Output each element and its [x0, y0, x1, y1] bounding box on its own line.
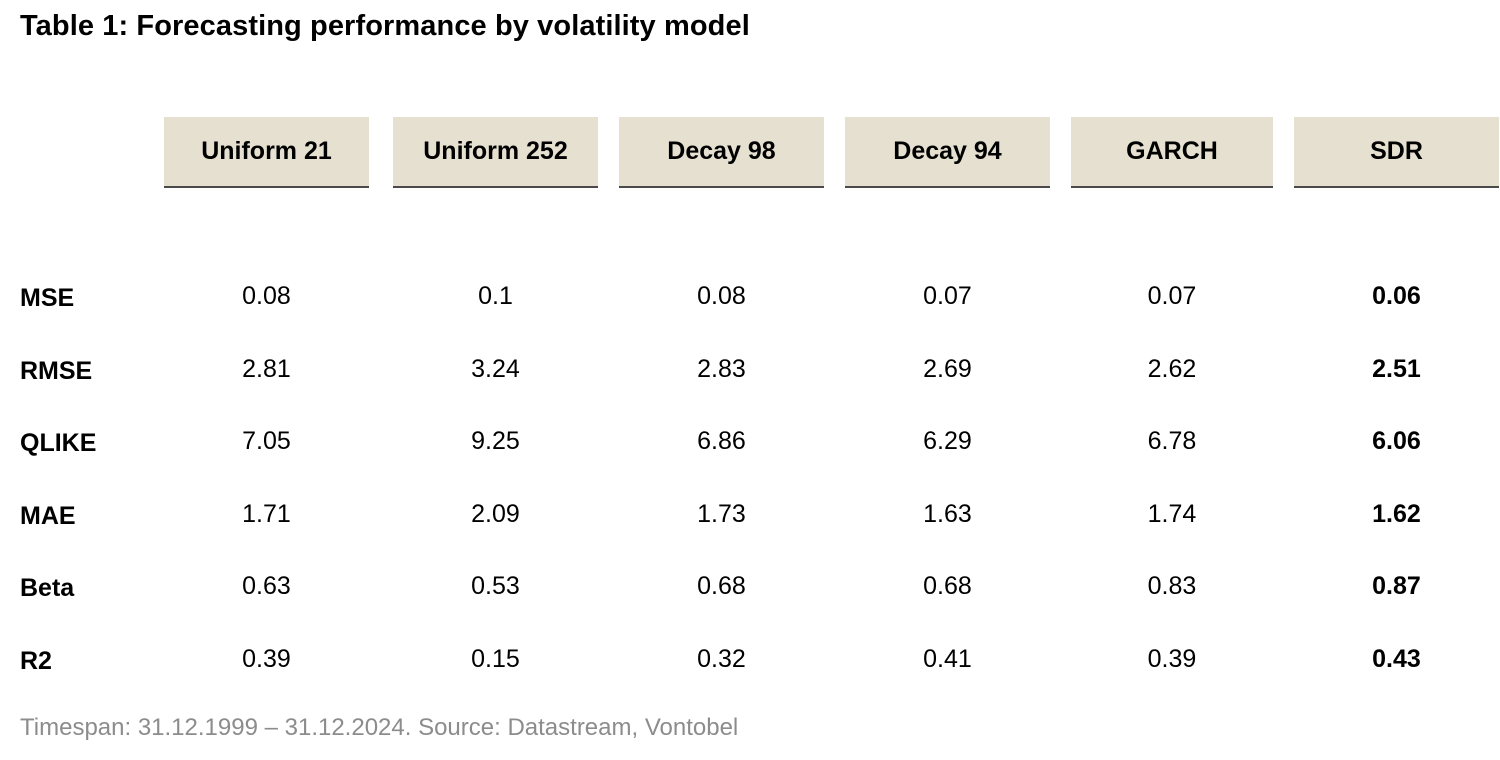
table-cell-beta-uniform-252: 0.53: [471, 572, 520, 600]
table-title: Table 1: Forecasting performance by vola…: [20, 10, 750, 42]
source-note: Timespan: 31.12.1999 – 31.12.2024. Sourc…: [20, 714, 739, 741]
column-header-sdr: SDR: [1294, 117, 1499, 188]
table-cell-r2-garch: 0.39: [1147, 644, 1197, 673]
table-cell-mae-decay-98: 1.73: [697, 499, 746, 528]
table-cell-qlike-decay-94: 6.29: [923, 427, 972, 455]
row-label-mae: MAE: [20, 501, 76, 530]
row-label-rmse: RMSE: [20, 356, 93, 385]
column-header-garch: GARCH: [1071, 117, 1273, 188]
table-cell-qlike-decay-98: 6.86: [697, 427, 746, 455]
table-cell-mae-sdr: 1.62: [1372, 499, 1421, 528]
table-cell-qlike-garch: 6.78: [1147, 427, 1197, 455]
table-cell-mse-sdr: 0.06: [1372, 282, 1421, 310]
table-cell-qlike-sdr: 6.06: [1372, 427, 1421, 455]
table-cell-qlike-uniform-21: 7.05: [242, 427, 291, 455]
table-cell-r2-uniform-21: 0.39: [242, 644, 291, 673]
table-cell-mse-decay-98: 0.08: [697, 282, 746, 310]
table-cell-rmse-sdr: 2.51: [1372, 354, 1421, 383]
row-label-r2: R2: [20, 646, 52, 675]
table-cell-mae-decay-94: 1.63: [923, 499, 972, 528]
table-cell-beta-decay-94: 0.68: [923, 572, 972, 600]
table-cell-mse-uniform-252: 0.1: [478, 282, 513, 310]
table-cell-beta-garch: 0.83: [1147, 572, 1197, 600]
table-cell-mae-uniform-21: 1.71: [242, 499, 291, 528]
table-cell-beta-uniform-21: 0.63: [242, 572, 291, 600]
table-cell-r2-uniform-252: 0.15: [471, 644, 520, 673]
table-cell-r2-decay-94: 0.41: [923, 644, 972, 673]
column-header-decay-94: Decay 94: [845, 117, 1050, 188]
table-cell-r2-decay-98: 0.32: [697, 644, 746, 673]
column-header-uniform-252: Uniform 252: [393, 117, 598, 188]
table-cell-rmse-uniform-21: 2.81: [242, 354, 291, 383]
table-cell-mse-decay-94: 0.07: [923, 282, 972, 310]
table-cell-beta-sdr: 0.87: [1372, 572, 1421, 600]
row-label-beta: Beta: [20, 574, 75, 602]
table-cell-rmse-uniform-252: 3.24: [471, 354, 520, 383]
table-cell-mae-uniform-252: 2.09: [471, 499, 520, 528]
table-cell-mae-garch: 1.74: [1147, 499, 1197, 528]
table-cell-mse-garch: 0.07: [1147, 282, 1197, 310]
table-cell-rmse-decay-98: 2.83: [697, 354, 746, 383]
row-label-mse: MSE: [20, 284, 75, 312]
table-cell-beta-decay-98: 0.68: [697, 572, 746, 600]
row-label-qlike: QLIKE: [20, 429, 97, 457]
table-cell-rmse-decay-94: 2.69: [923, 354, 972, 383]
column-header-uniform-21: Uniform 21: [164, 117, 369, 188]
table-cell-mse-uniform-21: 0.08: [242, 282, 291, 310]
table-cell-rmse-garch: 2.62: [1147, 354, 1197, 383]
table-cell-r2-sdr: 0.43: [1372, 644, 1421, 673]
column-header-decay-98: Decay 98: [619, 117, 824, 188]
table-cell-qlike-uniform-252: 9.25: [471, 427, 520, 455]
